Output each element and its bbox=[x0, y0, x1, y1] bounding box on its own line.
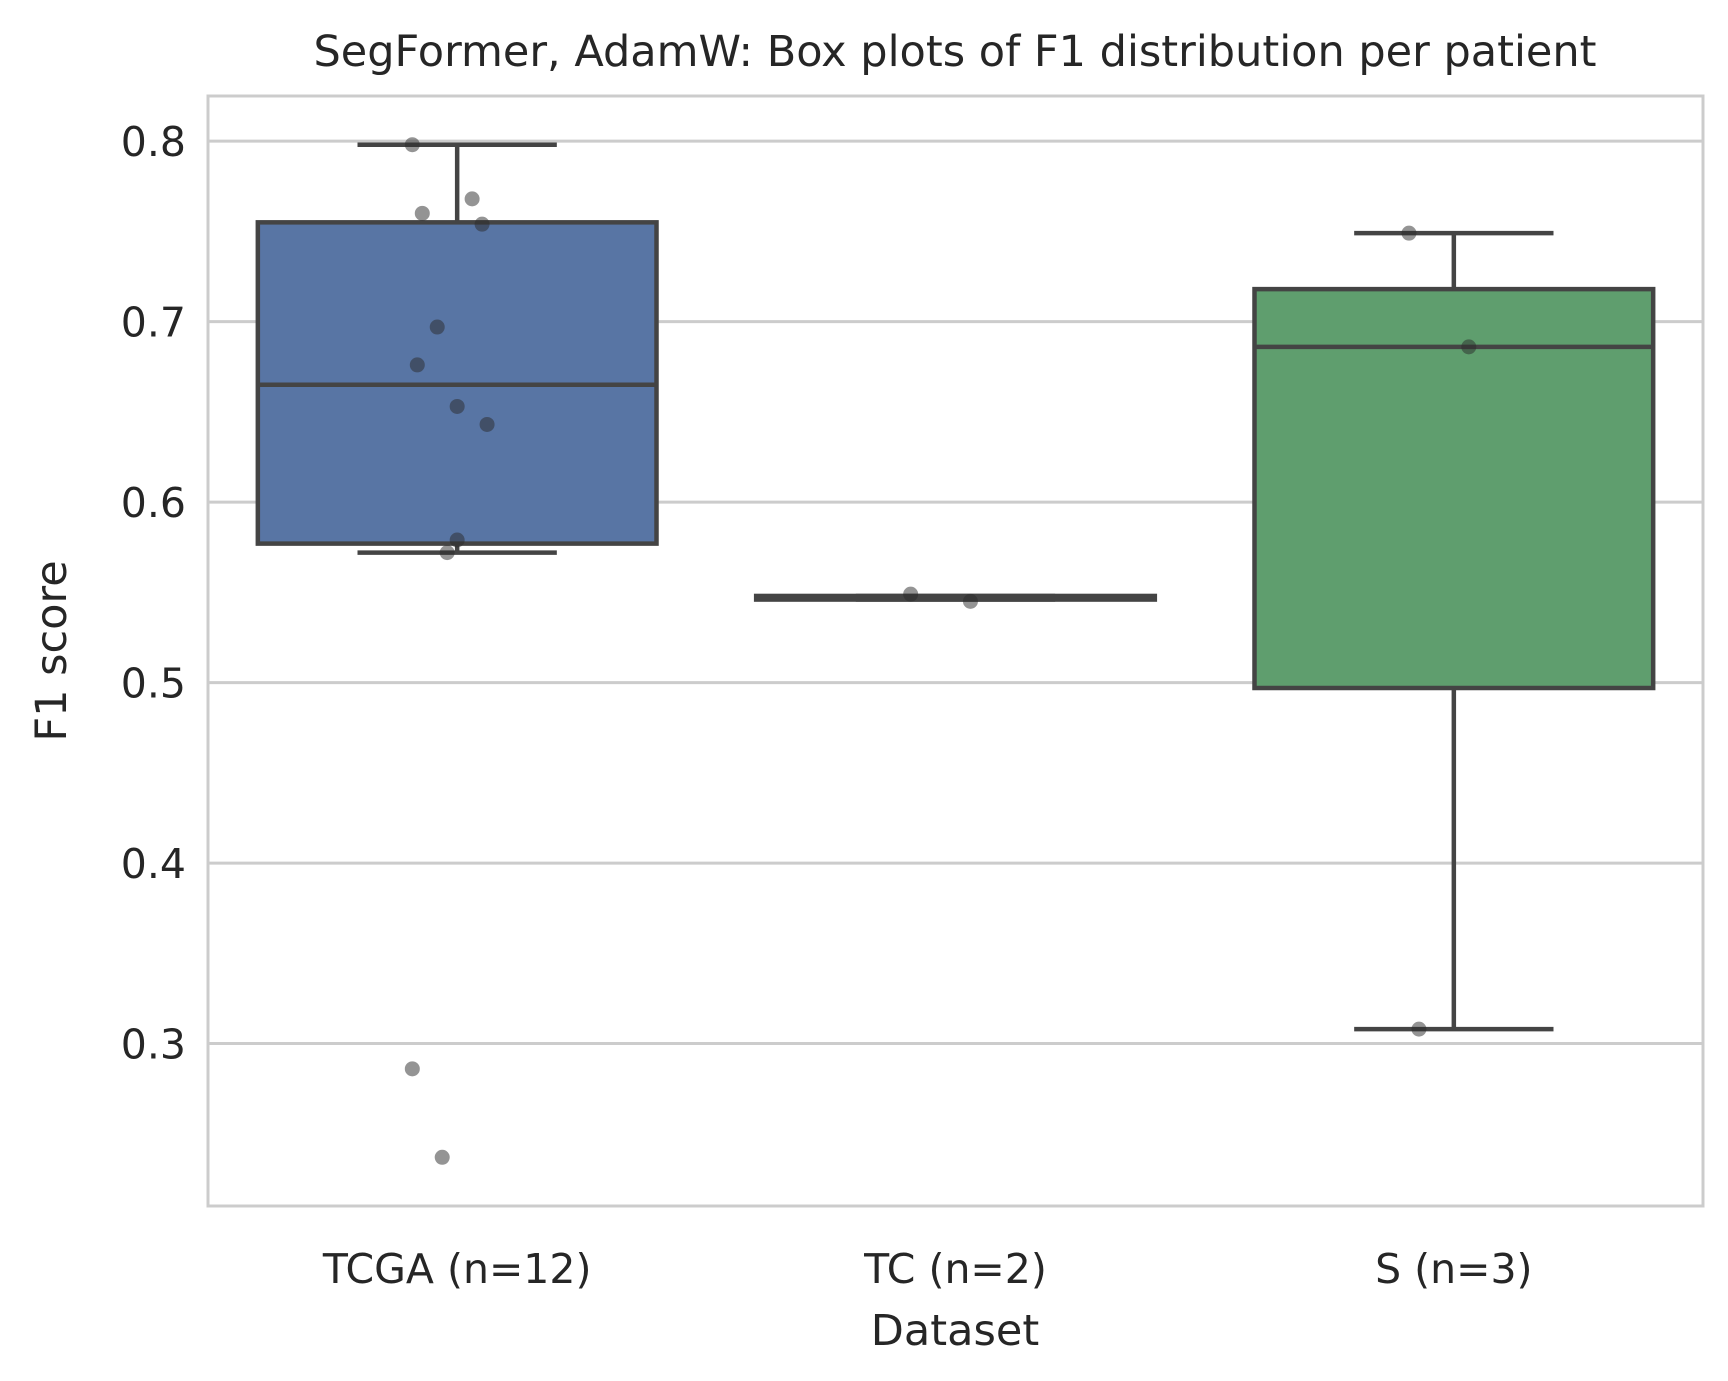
data-point bbox=[429, 319, 445, 335]
x-tick-label: TC (n=2) bbox=[863, 1245, 1047, 1293]
data-point bbox=[474, 216, 490, 232]
x-axis-label: Dataset bbox=[871, 1306, 1039, 1356]
y-tick-label: 0.4 bbox=[121, 840, 186, 888]
y-axis-label: F1 score bbox=[27, 560, 77, 741]
data-point bbox=[409, 357, 425, 373]
x-tick-labels: TCGA (n=12) TC (n=2) S (n=3) bbox=[322, 1245, 1533, 1293]
data-point bbox=[1411, 1021, 1427, 1037]
data-point bbox=[404, 1061, 420, 1077]
data-point bbox=[464, 191, 480, 207]
chart-title: SegFormer, AdamW: Box plots of F1 distri… bbox=[314, 27, 1597, 77]
box bbox=[1252, 286, 1656, 691]
data-point bbox=[962, 593, 978, 609]
data-point bbox=[479, 416, 495, 432]
y-tick-label: 0.6 bbox=[121, 479, 186, 527]
data-point bbox=[449, 532, 465, 548]
boxes bbox=[255, 142, 1656, 1032]
x-tick-label: S (n=3) bbox=[1375, 1245, 1532, 1293]
data-point bbox=[414, 205, 430, 221]
data-point bbox=[449, 398, 465, 414]
data-point bbox=[903, 586, 919, 602]
y-tick-label: 0.7 bbox=[121, 299, 186, 347]
plot-frame bbox=[206, 94, 1705, 1208]
data-point bbox=[1461, 339, 1477, 355]
data-points bbox=[404, 137, 1477, 1165]
data-point bbox=[404, 137, 420, 153]
y-tick-labels: 0.3 0.4 0.5 0.6 0.7 0.8 bbox=[121, 118, 186, 1068]
x-tick-label: TCGA (n=12) bbox=[322, 1245, 592, 1293]
data-point bbox=[1401, 225, 1417, 241]
y-tick-label: 0.5 bbox=[121, 660, 186, 708]
data-point bbox=[439, 545, 455, 561]
y-tick-label: 0.8 bbox=[121, 118, 186, 166]
y-tick-label: 0.3 bbox=[121, 1021, 186, 1069]
data-point bbox=[434, 1149, 450, 1165]
